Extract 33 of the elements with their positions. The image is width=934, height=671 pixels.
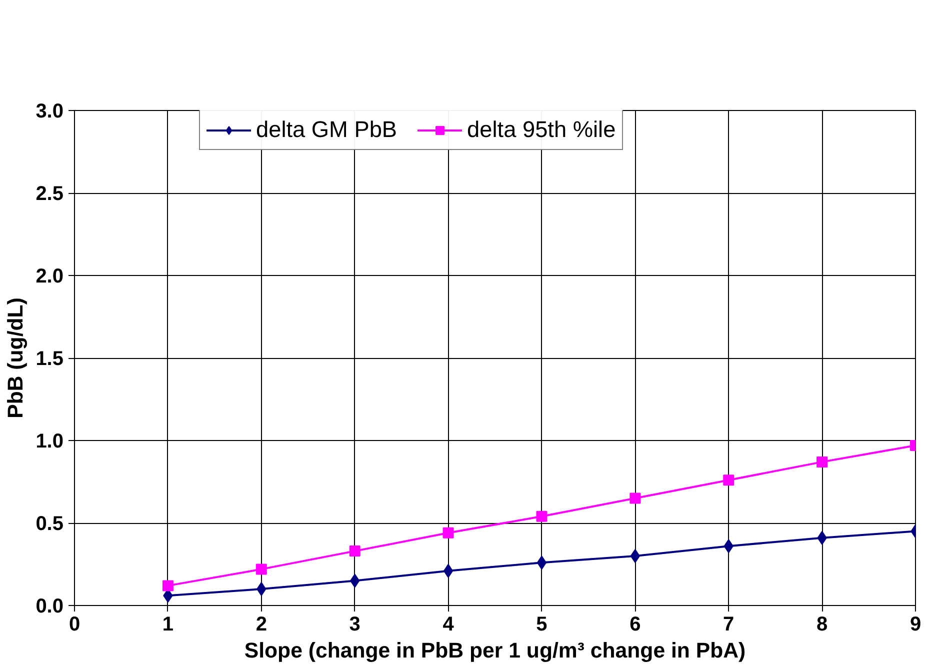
point [442,527,454,538]
x-tick-label: 2 [256,614,267,636]
x-tick-label: 1 [162,614,174,636]
point [536,556,547,570]
x-tick-label: 3 [349,614,360,636]
x-tick-label: 5 [536,614,548,636]
point [536,510,548,522]
point [816,456,828,468]
y-axis-title: PbB (ug/dL) [4,298,28,418]
y-tick-label: 1.0 [36,430,64,452]
point [630,492,641,504]
x-tick-label: 4 [442,614,455,636]
point [349,546,360,557]
point [630,549,640,563]
point [162,580,174,592]
point [256,564,267,575]
x-tick-label: 0 [68,614,80,636]
x-axis-title: Slope (change in PbB per 1 ug/m³ change in PbA) [244,638,746,662]
point [443,564,454,578]
x-tick-label: 9 [910,614,922,636]
y-tick-label: 2.5 [36,183,64,205]
legend-label: delta GM PbB [256,116,398,143]
y-tick-label: 0.5 [36,513,64,535]
x-tick-label: 6 [630,614,641,636]
y-tick-label: 1.5 [36,348,64,370]
y-tick-label: 3.0 [36,100,64,122]
x-tick-label: 8 [816,614,828,636]
y-tick-label: 2.0 [36,266,64,288]
y-tick-label: 0.0 [36,596,64,618]
x-tick-label: 7 [723,614,734,636]
point [723,474,734,486]
legend-label: delta 95th %ile [467,116,616,143]
point [256,582,266,596]
